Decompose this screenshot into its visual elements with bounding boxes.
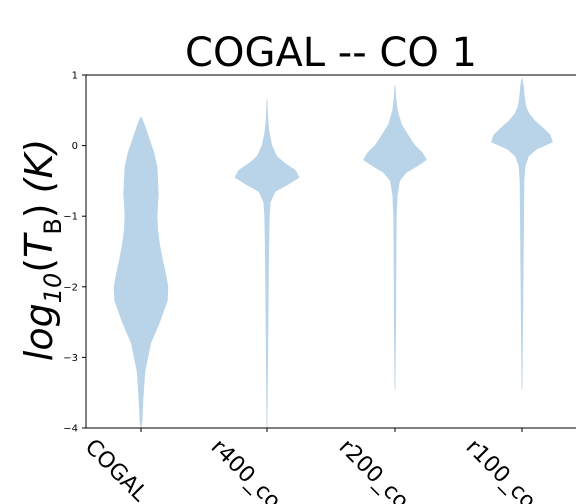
chart-title: COGAL -- CO 1 <box>185 30 477 76</box>
y-ticks-group: −4 −3 −2 −1 0 1 <box>63 71 86 435</box>
y-label-unit: (K) <box>17 139 61 194</box>
violin-r400-co <box>234 99 300 429</box>
violin-r200-co <box>363 85 427 390</box>
violin-cogal <box>113 116 169 429</box>
y-label-log-sub: 10 <box>39 273 67 304</box>
y-label-var-sub: B <box>39 218 67 234</box>
y-tick-label: −4 <box>63 424 78 435</box>
y-label-log: log <box>17 303 61 361</box>
x-tick-label-r400-co: r400_co <box>206 435 286 504</box>
violin-series-group <box>113 78 553 429</box>
svg-text:log10(TB)(K): log10(TB) (K) <box>17 139 67 361</box>
y-tick-label: −1 <box>63 212 78 223</box>
y-label-close-paren: ) <box>17 203 61 218</box>
x-ticks-group: COGAL r400_co r200_co r100_co <box>80 428 541 504</box>
y-axis-label: log10(TB) (K) <box>17 139 67 361</box>
y-tick-label: −3 <box>63 353 78 364</box>
x-tick-label-cogal: COGAL <box>80 435 153 504</box>
violin-r100-co <box>491 78 553 390</box>
y-tick-label: −2 <box>63 282 78 293</box>
y-tick-label: 1 <box>72 71 78 82</box>
y-label-open-paren: ( <box>17 258 61 273</box>
x-tick-label-r200-co: r200_co <box>334 435 414 504</box>
y-label-var: T <box>17 232 61 258</box>
x-tick-label-r100-co: r100_co <box>461 435 541 504</box>
y-tick-label: 0 <box>72 141 78 152</box>
